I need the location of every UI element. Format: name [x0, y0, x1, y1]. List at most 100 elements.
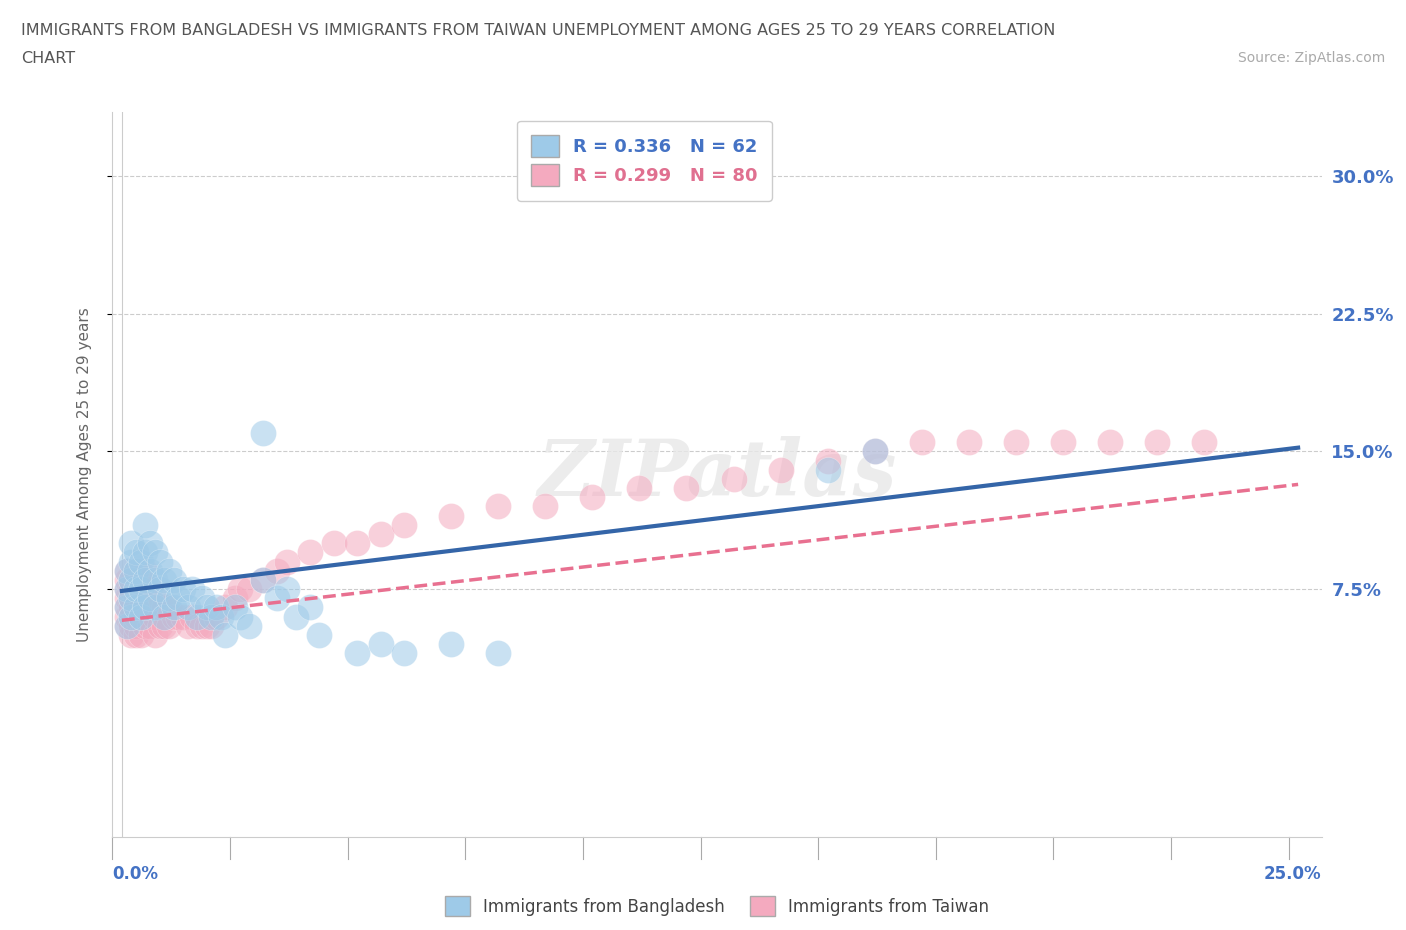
Point — [308, 628, 330, 643]
Point — [125, 581, 148, 596]
Point — [228, 581, 250, 596]
Point — [346, 536, 368, 551]
Text: 25.0%: 25.0% — [1264, 865, 1322, 883]
Point — [209, 609, 232, 624]
Point — [134, 618, 156, 633]
Legend: Immigrants from Bangladesh, Immigrants from Taiwan: Immigrants from Bangladesh, Immigrants f… — [439, 889, 995, 923]
Point — [163, 573, 186, 588]
Point — [440, 637, 463, 652]
Point — [534, 499, 557, 514]
Point — [115, 600, 138, 615]
Y-axis label: Unemployment Among Ages 25 to 29 years: Unemployment Among Ages 25 to 29 years — [77, 307, 91, 642]
Point — [214, 600, 236, 615]
Point — [120, 591, 142, 605]
Text: ZIPatlas: ZIPatlas — [537, 436, 897, 512]
Point — [163, 609, 186, 624]
Point — [120, 591, 142, 605]
Point — [1004, 434, 1026, 449]
Point — [139, 600, 162, 615]
Point — [148, 618, 170, 633]
Point — [200, 609, 222, 624]
Point — [299, 600, 322, 615]
Point — [120, 628, 142, 643]
Point — [1192, 434, 1215, 449]
Point — [276, 554, 298, 569]
Point — [440, 508, 463, 523]
Point — [125, 600, 148, 615]
Point — [125, 618, 148, 633]
Point — [486, 499, 509, 514]
Point — [153, 600, 176, 615]
Point — [581, 490, 603, 505]
Point — [167, 609, 190, 624]
Point — [1098, 434, 1121, 449]
Point — [863, 444, 886, 458]
Point — [224, 600, 246, 615]
Point — [125, 609, 148, 624]
Point — [186, 618, 208, 633]
Point — [172, 609, 194, 624]
Point — [134, 545, 156, 560]
Point — [486, 646, 509, 661]
Point — [322, 536, 344, 551]
Point — [157, 564, 180, 578]
Point — [181, 581, 204, 596]
Point — [139, 564, 162, 578]
Point — [266, 591, 288, 605]
Point — [134, 581, 156, 596]
Point — [134, 517, 156, 532]
Point — [238, 618, 260, 633]
Point — [252, 426, 274, 441]
Point — [134, 600, 156, 615]
Point — [143, 573, 166, 588]
Text: IMMIGRANTS FROM BANGLADESH VS IMMIGRANTS FROM TAIWAN UNEMPLOYMENT AMONG AGES 25 : IMMIGRANTS FROM BANGLADESH VS IMMIGRANTS… — [21, 23, 1056, 38]
Point — [115, 573, 138, 588]
Point — [120, 536, 142, 551]
Point — [252, 573, 274, 588]
Point — [125, 581, 148, 596]
Point — [115, 609, 138, 624]
Point — [911, 434, 934, 449]
Point — [157, 618, 180, 633]
Point — [392, 646, 415, 661]
Point — [172, 581, 194, 596]
Point — [224, 591, 246, 605]
Point — [134, 564, 156, 578]
Point — [181, 609, 204, 624]
Point — [195, 600, 218, 615]
Point — [195, 618, 218, 633]
Point — [115, 564, 138, 578]
Point — [139, 581, 162, 596]
Point — [186, 609, 208, 624]
Point — [238, 581, 260, 596]
Point — [143, 609, 166, 624]
Point — [1052, 434, 1074, 449]
Point — [125, 564, 148, 578]
Point — [276, 581, 298, 596]
Point — [115, 564, 138, 578]
Point — [177, 600, 200, 615]
Point — [129, 628, 152, 643]
Point — [148, 554, 170, 569]
Point — [129, 573, 152, 588]
Point — [139, 536, 162, 551]
Text: CHART: CHART — [21, 51, 75, 66]
Point — [392, 517, 415, 532]
Point — [191, 591, 214, 605]
Point — [139, 591, 162, 605]
Point — [120, 600, 142, 615]
Text: 0.0%: 0.0% — [112, 865, 159, 883]
Point — [143, 591, 166, 605]
Point — [153, 573, 176, 588]
Point — [299, 545, 322, 560]
Point — [723, 472, 745, 486]
Point — [205, 609, 228, 624]
Point — [115, 581, 138, 596]
Point — [129, 609, 152, 624]
Point — [143, 600, 166, 615]
Point — [285, 609, 308, 624]
Point — [139, 618, 162, 633]
Point — [129, 554, 152, 569]
Point — [153, 618, 176, 633]
Point — [125, 600, 148, 615]
